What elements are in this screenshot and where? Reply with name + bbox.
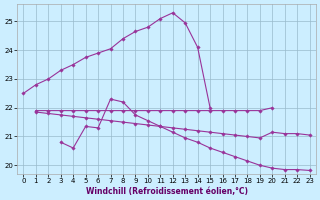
X-axis label: Windchill (Refroidissement éolien,°C): Windchill (Refroidissement éolien,°C) [85, 187, 248, 196]
